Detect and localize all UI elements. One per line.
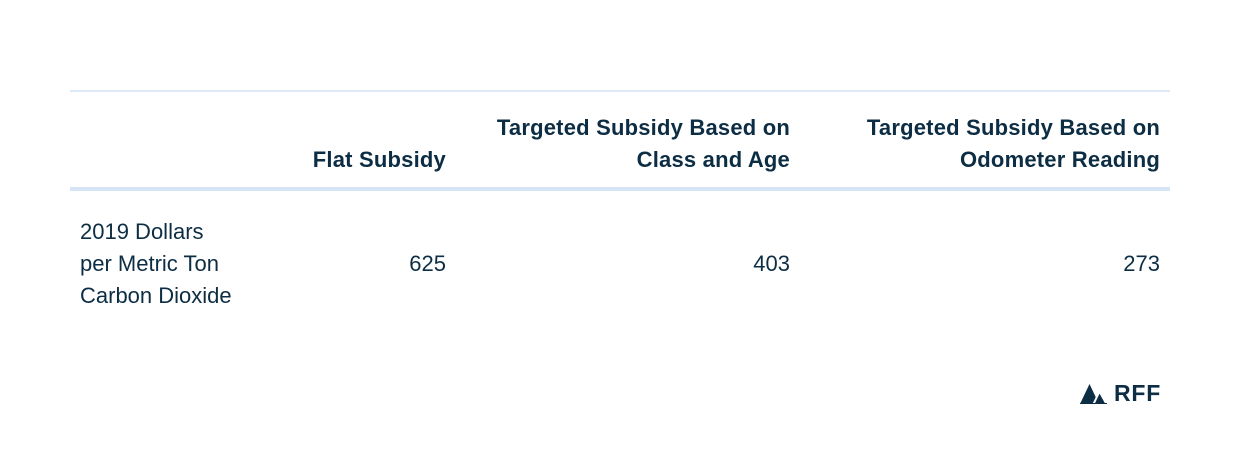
rff-logo-text: RFF [1114, 380, 1162, 406]
mountains-icon [1080, 383, 1107, 404]
table-header-divider [70, 187, 1170, 191]
table-header-row: Flat Subsidy Targeted Subsidy Based on C… [70, 92, 1170, 187]
cell-flat-subsidy-value: 625 [409, 251, 446, 276]
column-header-flat-subsidy: Flat Subsidy [312, 147, 446, 172]
rff-logo: RFF [1080, 381, 1161, 405]
column-header-odometer: Targeted Subsidy Based on Odometer Readi… [866, 115, 1160, 172]
cell-class-and-age-value: 403 [753, 251, 790, 276]
table-top-rule [70, 90, 1170, 92]
cell-odometer-value: 273 [1123, 251, 1160, 276]
table-row: 2019 Dollars per Metric Ton Carbon Dioxi… [70, 191, 1170, 312]
column-header-class-and-age: Targeted Subsidy Based on Class and Age [496, 115, 790, 172]
row-label: 2019 Dollars per Metric Ton Carbon Dioxi… [80, 219, 232, 308]
